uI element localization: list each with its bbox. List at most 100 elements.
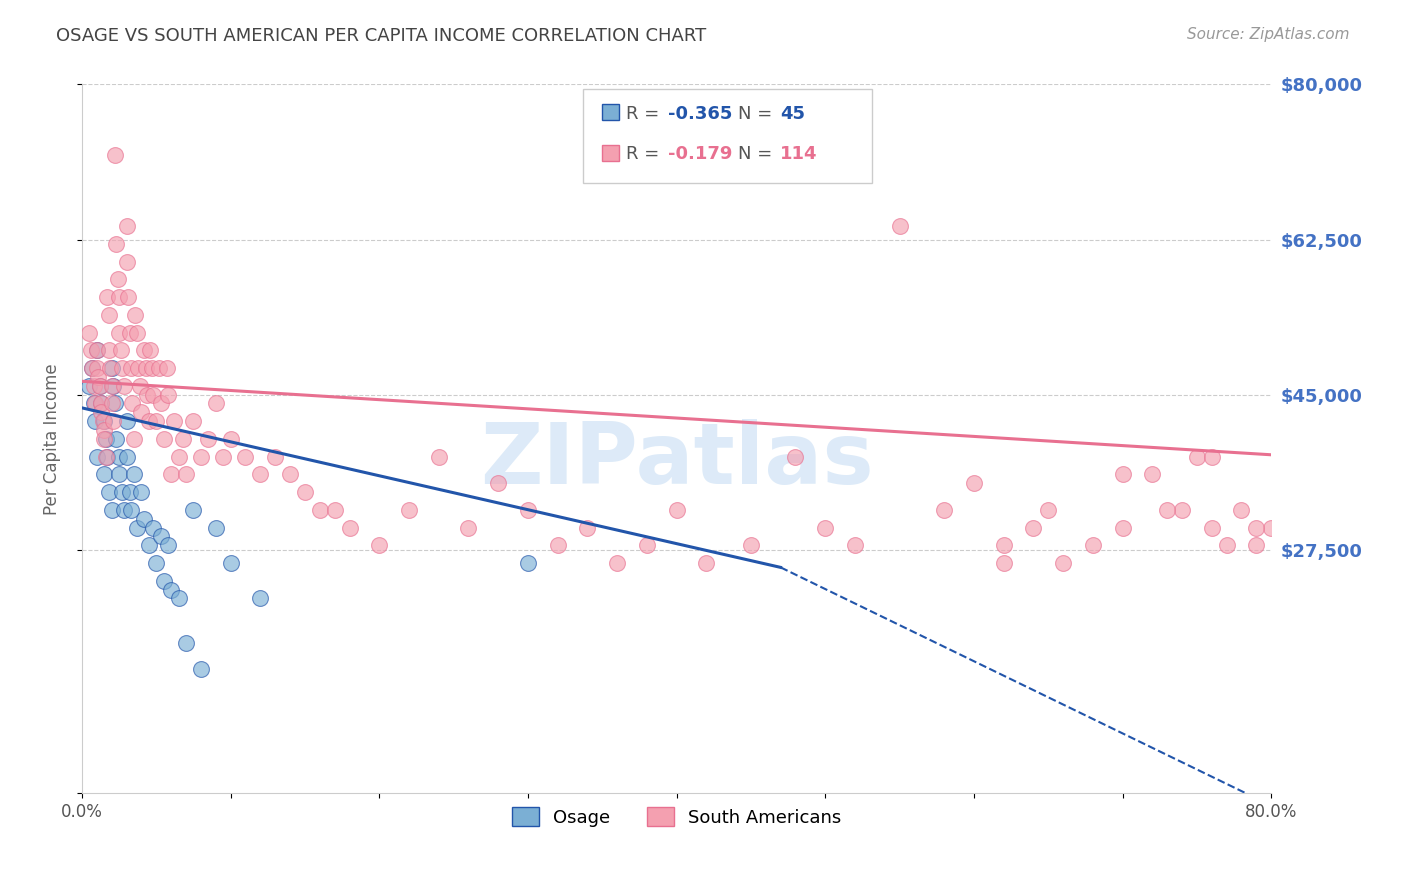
Point — [547, 538, 569, 552]
Point — [90, 396, 112, 410]
Point — [84, 414, 107, 428]
Point — [80, 343, 103, 358]
Point — [125, 326, 148, 340]
Point — [93, 414, 115, 428]
Point — [1022, 520, 1045, 534]
Point — [1111, 467, 1133, 482]
Point — [1201, 450, 1223, 464]
Point — [97, 343, 120, 358]
Point — [86, 343, 108, 358]
Point — [145, 414, 167, 428]
Point — [204, 396, 226, 410]
Point — [308, 503, 330, 517]
Point — [83, 396, 105, 410]
Text: N =: N = — [738, 145, 778, 163]
Point — [1111, 520, 1133, 534]
Point — [97, 485, 120, 500]
Point — [90, 405, 112, 419]
Text: ZIPatlas: ZIPatlas — [479, 418, 873, 501]
Point — [172, 432, 194, 446]
Point — [323, 503, 346, 517]
Point — [157, 538, 180, 552]
Point — [111, 361, 134, 376]
Point — [145, 556, 167, 570]
Point — [932, 503, 955, 517]
Point — [160, 582, 183, 597]
Point — [89, 378, 111, 392]
Point — [93, 423, 115, 437]
Point — [93, 467, 115, 482]
Point — [115, 219, 138, 234]
Text: 45: 45 — [780, 105, 806, 123]
Point — [134, 511, 156, 525]
Point — [96, 290, 118, 304]
Point — [636, 538, 658, 552]
Point — [427, 450, 450, 464]
Point — [844, 538, 866, 552]
Point — [115, 414, 138, 428]
Point — [1230, 503, 1253, 517]
Point — [516, 556, 538, 570]
Point — [1246, 538, 1268, 552]
Point — [1246, 520, 1268, 534]
Point — [98, 361, 121, 376]
Point — [993, 538, 1015, 552]
Text: 114: 114 — [780, 145, 818, 163]
Point — [79, 326, 101, 340]
Point — [814, 520, 837, 534]
Point — [174, 467, 197, 482]
Point — [100, 396, 122, 410]
Point — [127, 361, 149, 376]
Point — [1156, 503, 1178, 517]
Point — [398, 503, 420, 517]
Point — [86, 361, 108, 376]
Point — [135, 361, 157, 376]
Point — [120, 361, 142, 376]
Point — [740, 538, 762, 552]
Point — [121, 396, 143, 410]
Point — [104, 396, 127, 410]
Point — [212, 450, 235, 464]
Point — [249, 591, 271, 606]
Point — [1052, 556, 1074, 570]
Text: R =: R = — [626, 105, 665, 123]
Text: OSAGE VS SOUTH AMERICAN PER CAPITA INCOME CORRELATION CHART: OSAGE VS SOUTH AMERICAN PER CAPITA INCOM… — [56, 27, 706, 45]
Text: -0.179: -0.179 — [668, 145, 733, 163]
Point — [83, 378, 105, 392]
Point — [183, 503, 205, 517]
Point — [1185, 450, 1208, 464]
Point — [89, 378, 111, 392]
Point — [1142, 467, 1164, 482]
Point — [160, 467, 183, 482]
Point — [190, 662, 212, 676]
Point — [249, 467, 271, 482]
Point — [167, 591, 190, 606]
Point — [101, 378, 124, 392]
Point — [107, 272, 129, 286]
Point — [219, 432, 242, 446]
Point — [131, 405, 153, 419]
Point — [156, 361, 179, 376]
Point — [516, 503, 538, 517]
Point — [79, 378, 101, 392]
Point — [112, 503, 135, 517]
Point — [197, 432, 219, 446]
Point — [142, 387, 165, 401]
Point — [94, 432, 117, 446]
Point — [339, 520, 361, 534]
Point — [148, 361, 170, 376]
Point — [1260, 520, 1282, 534]
Point — [110, 343, 132, 358]
Point — [190, 450, 212, 464]
Point — [100, 378, 122, 392]
Point — [86, 343, 108, 358]
Point — [152, 574, 174, 588]
Point — [278, 467, 301, 482]
Point — [118, 326, 141, 340]
Point — [108, 290, 131, 304]
Point — [785, 450, 807, 464]
Point — [115, 254, 138, 268]
Point — [183, 414, 205, 428]
Point — [82, 361, 104, 376]
Point — [139, 343, 162, 358]
